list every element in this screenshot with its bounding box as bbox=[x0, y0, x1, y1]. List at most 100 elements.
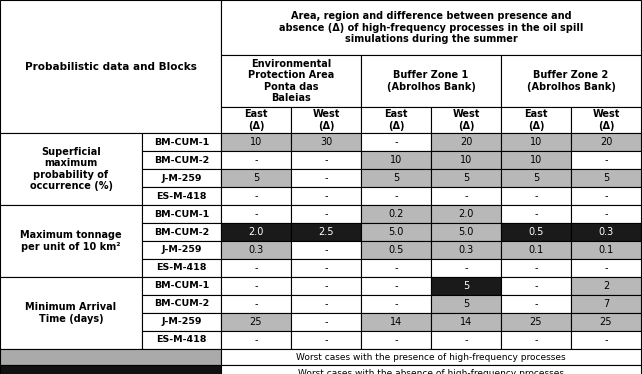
Bar bbox=[291, 133, 361, 151]
Text: West
(Δ): West (Δ) bbox=[593, 109, 620, 131]
Text: -: - bbox=[394, 191, 398, 201]
Text: -: - bbox=[394, 263, 398, 273]
Text: 10: 10 bbox=[460, 155, 472, 165]
Bar bbox=[501, 277, 571, 295]
Text: -: - bbox=[464, 263, 468, 273]
Text: ES-M-418: ES-M-418 bbox=[156, 264, 207, 273]
Bar bbox=[142, 205, 221, 223]
Text: -: - bbox=[254, 335, 257, 345]
Text: 20: 20 bbox=[460, 137, 472, 147]
Bar bbox=[142, 223, 221, 241]
Bar bbox=[361, 55, 501, 107]
Text: -: - bbox=[534, 263, 538, 273]
Bar bbox=[142, 313, 221, 331]
Text: 10: 10 bbox=[250, 137, 262, 147]
Text: Buffer Zone 2
(Abrolhos Bank): Buffer Zone 2 (Abrolhos Bank) bbox=[526, 70, 616, 92]
Text: ES-M-418: ES-M-418 bbox=[156, 335, 207, 344]
Bar bbox=[291, 205, 361, 223]
Text: Probabilistic data and Blocks: Probabilistic data and Blocks bbox=[24, 61, 196, 71]
Bar bbox=[571, 313, 641, 331]
Bar bbox=[361, 277, 431, 295]
Bar bbox=[431, 187, 501, 205]
Text: -: - bbox=[324, 299, 328, 309]
Text: 25: 25 bbox=[250, 317, 262, 327]
Bar bbox=[221, 0, 641, 55]
Text: ES-M-418: ES-M-418 bbox=[156, 191, 207, 200]
Bar bbox=[501, 169, 571, 187]
Text: Environmental
Protection Area
Ponta das
Baleias: Environmental Protection Area Ponta das … bbox=[248, 59, 334, 103]
Text: 2: 2 bbox=[603, 281, 609, 291]
Text: BM-CUM-1: BM-CUM-1 bbox=[154, 282, 209, 291]
Bar bbox=[0, 0, 221, 133]
Bar bbox=[501, 259, 571, 277]
Bar bbox=[291, 107, 361, 133]
Text: -: - bbox=[534, 299, 538, 309]
Text: -: - bbox=[604, 155, 608, 165]
Bar bbox=[0, 277, 142, 349]
Text: BM-CUM-2: BM-CUM-2 bbox=[154, 227, 209, 236]
Bar bbox=[221, 187, 291, 205]
Bar bbox=[501, 55, 641, 107]
Text: -: - bbox=[534, 191, 538, 201]
Bar bbox=[221, 151, 291, 169]
Bar bbox=[571, 187, 641, 205]
Bar bbox=[221, 55, 361, 107]
Text: 0.3: 0.3 bbox=[458, 245, 474, 255]
Text: Worst cases with the absence of high-frequency processes: Worst cases with the absence of high-fre… bbox=[298, 368, 564, 374]
Text: Minimum Arrival
Time (days): Minimum Arrival Time (days) bbox=[26, 302, 117, 324]
Text: -: - bbox=[464, 335, 468, 345]
Bar bbox=[291, 259, 361, 277]
Text: -: - bbox=[394, 281, 398, 291]
Text: 7: 7 bbox=[603, 299, 609, 309]
Text: 5: 5 bbox=[463, 281, 469, 291]
Bar bbox=[142, 259, 221, 277]
Bar bbox=[361, 187, 431, 205]
Bar bbox=[501, 187, 571, 205]
Bar bbox=[571, 331, 641, 349]
Bar bbox=[142, 151, 221, 169]
Bar bbox=[361, 259, 431, 277]
Bar bbox=[291, 331, 361, 349]
Bar bbox=[221, 133, 291, 151]
Text: 25: 25 bbox=[600, 317, 612, 327]
Bar bbox=[291, 223, 361, 241]
Text: 0.5: 0.5 bbox=[528, 227, 544, 237]
Bar bbox=[0, 133, 142, 205]
Bar bbox=[571, 277, 641, 295]
Bar bbox=[142, 169, 221, 187]
Bar bbox=[501, 205, 571, 223]
Text: 5: 5 bbox=[533, 173, 539, 183]
Bar bbox=[221, 259, 291, 277]
Text: Area, region and difference between presence and
absence (Δ) of high-frequency p: Area, region and difference between pres… bbox=[279, 11, 583, 44]
Text: 5: 5 bbox=[463, 299, 469, 309]
Bar bbox=[501, 223, 571, 241]
Bar bbox=[431, 259, 501, 277]
Text: 5.0: 5.0 bbox=[458, 227, 474, 237]
Text: -: - bbox=[534, 335, 538, 345]
Text: -: - bbox=[604, 209, 608, 219]
Bar bbox=[571, 241, 641, 259]
Text: West
(Δ): West (Δ) bbox=[453, 109, 480, 131]
Bar bbox=[431, 241, 501, 259]
Bar bbox=[361, 133, 431, 151]
Text: 5: 5 bbox=[393, 173, 399, 183]
Text: -: - bbox=[324, 191, 328, 201]
Bar bbox=[501, 107, 571, 133]
Text: 0.3: 0.3 bbox=[248, 245, 264, 255]
Bar bbox=[291, 313, 361, 331]
Text: 2.0: 2.0 bbox=[248, 227, 264, 237]
Text: 0.1: 0.1 bbox=[528, 245, 544, 255]
Bar bbox=[0, 365, 221, 374]
Text: -: - bbox=[254, 299, 257, 309]
Text: 2.0: 2.0 bbox=[458, 209, 474, 219]
Text: East
(Δ): East (Δ) bbox=[525, 109, 548, 131]
Text: -: - bbox=[464, 191, 468, 201]
Bar bbox=[571, 223, 641, 241]
Bar bbox=[361, 205, 431, 223]
Bar bbox=[361, 151, 431, 169]
Text: -: - bbox=[254, 209, 257, 219]
Text: East
(Δ): East (Δ) bbox=[244, 109, 268, 131]
Bar bbox=[501, 241, 571, 259]
Text: BM-CUM-2: BM-CUM-2 bbox=[154, 300, 209, 309]
Bar bbox=[142, 133, 221, 151]
